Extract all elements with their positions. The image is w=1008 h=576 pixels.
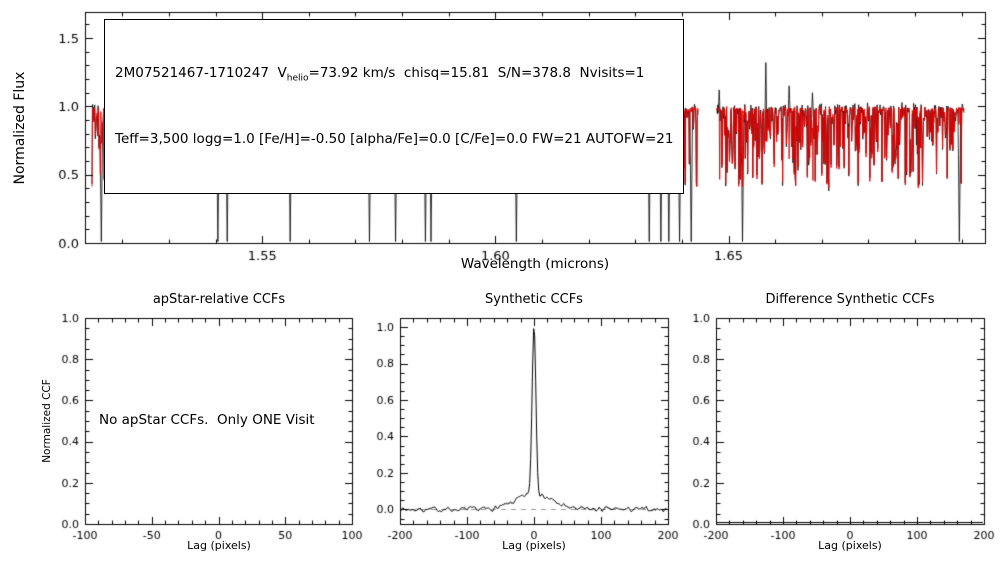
difference-ccf-title: Difference Synthetic CCFs xyxy=(765,292,935,307)
ccf-y-axis-label: Normalized CCF xyxy=(41,379,53,463)
vhelio-subscript: helio xyxy=(286,73,309,84)
fit-stats: =73.92 km/s chisq=15.81 S/N=378.8 Nvisit… xyxy=(308,65,645,81)
spectrum-x-axis-label: Wavelength (microns) xyxy=(460,256,610,272)
spectrum-y-axis-label: Normalized Flux xyxy=(12,71,28,185)
star-info-line1: 2M07521467-1710247 Vhelio=73.92 km/s chi… xyxy=(115,63,673,89)
synthetic-ccf-title: Synthetic CCFs xyxy=(485,292,583,307)
synthetic-ccf-x-axis-label: Lag (pixels) xyxy=(502,539,566,552)
star-id-and-vhelio: 2M07521467-1710247 V xyxy=(115,65,287,81)
no-apstar-ccfs-message: No apStar CCFs. Only ONE Visit xyxy=(99,412,315,428)
star-info-box: 2M07521467-1710247 Vhelio=73.92 km/s chi… xyxy=(104,19,685,194)
difference-ccf-x-axis-label: Lag (pixels) xyxy=(818,539,882,552)
apstar-ccf-x-axis-label: Lag (pixels) xyxy=(187,539,251,552)
star-info-line2: Teff=3,500 logg=1.0 [Fe/H]=-0.50 [alpha/… xyxy=(115,130,674,147)
apstar-ccf-title: apStar-relative CCFs xyxy=(152,292,286,307)
